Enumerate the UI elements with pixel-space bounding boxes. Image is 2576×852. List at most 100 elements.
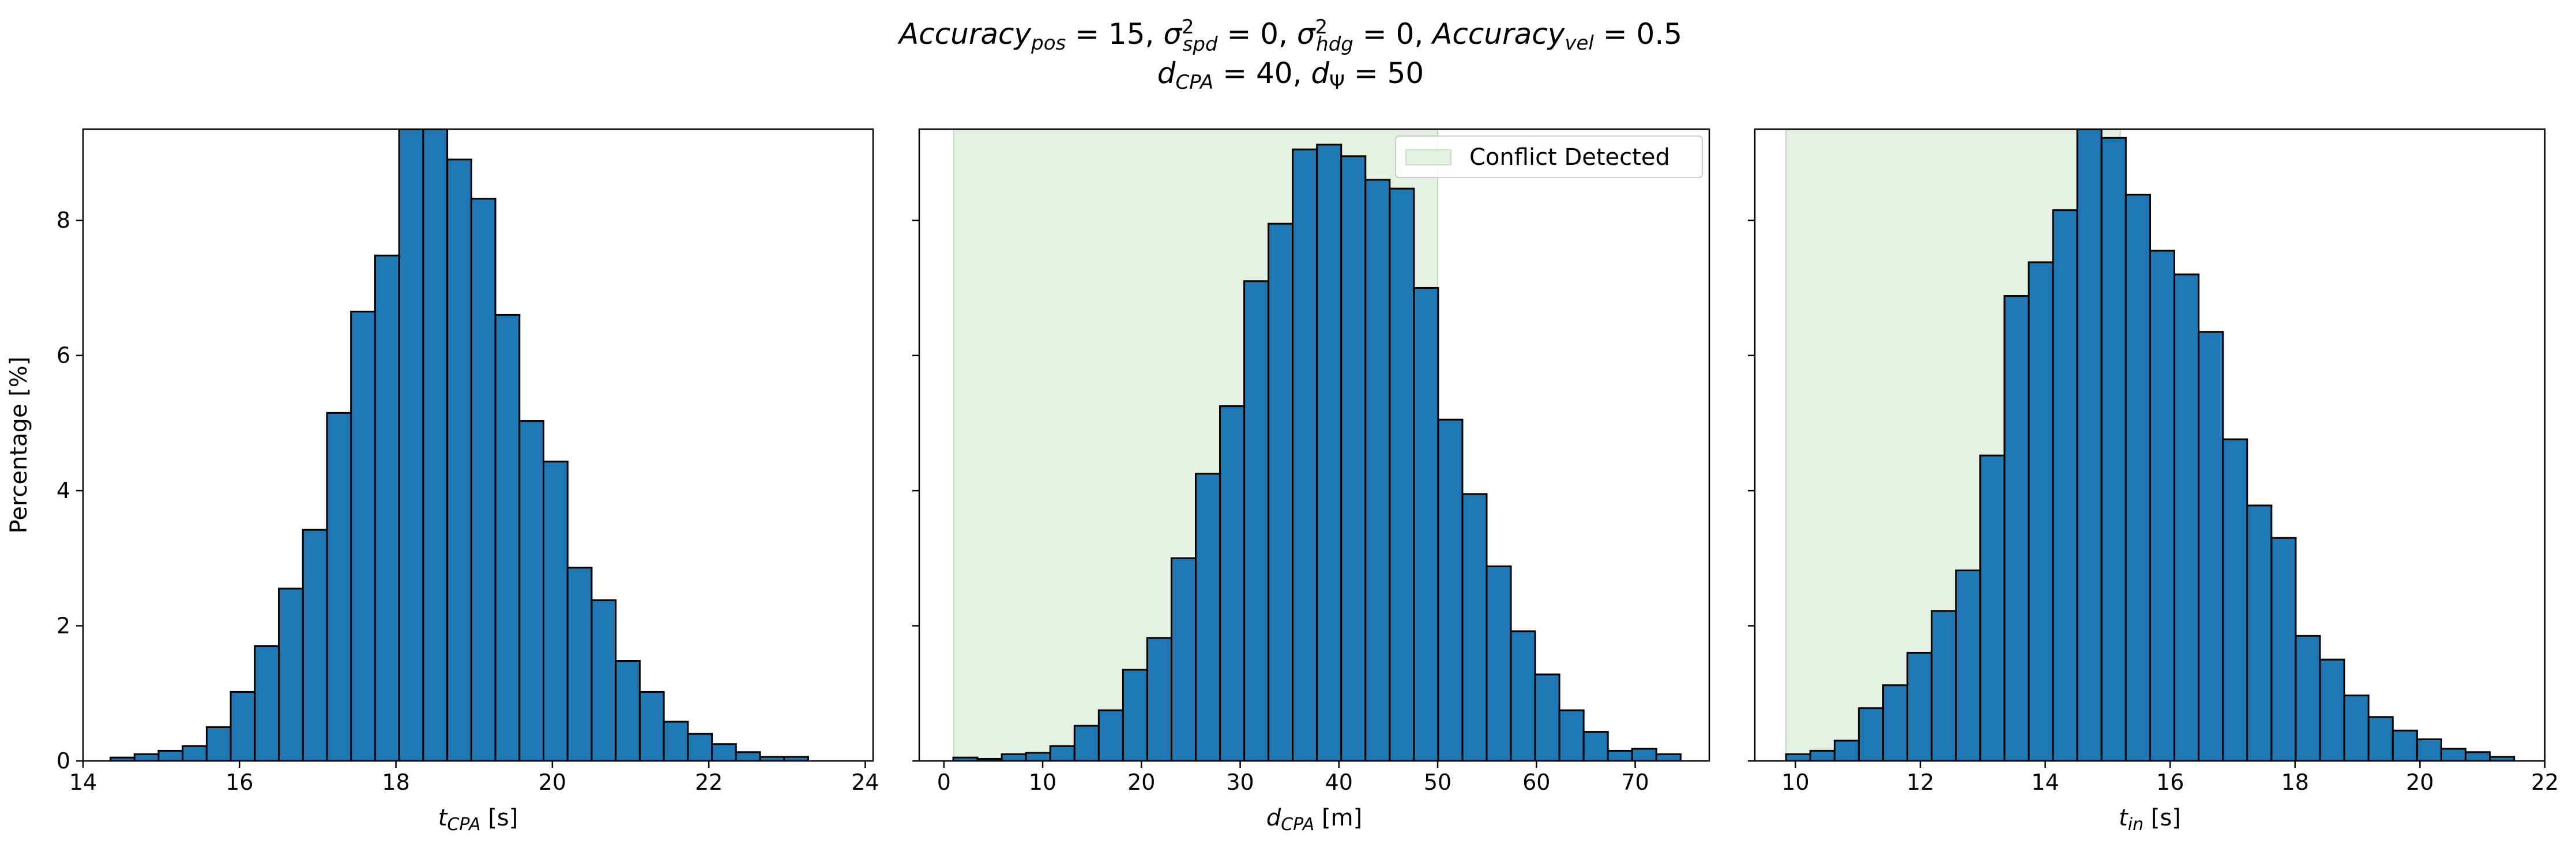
y-tick-label: 6	[57, 343, 70, 368]
histogram-bar	[1316, 144, 1342, 761]
figure-title-line1: Accuracypos = 15, σ2 spd = 0, σ2 hdg = 0, …	[897, 16, 1682, 56]
histogram-bar	[1979, 454, 2006, 761]
axes-frame	[1754, 128, 2546, 762]
histogram-bar	[711, 743, 737, 761]
histogram-bar	[2465, 751, 2491, 761]
histogram-tin-panel: 10 12 14 16 18 20 22 tin [s]	[1748, 128, 2559, 835]
x-tick-label: 0	[937, 770, 951, 795]
histogram-bar	[1534, 673, 1560, 761]
histogram-bar	[1833, 740, 1860, 761]
histogram-bar	[591, 599, 617, 761]
histogram-bar	[133, 753, 160, 761]
histogram-bar	[2028, 261, 2054, 761]
histogram-bar	[1073, 725, 1100, 761]
histogram-bar	[2246, 504, 2273, 761]
x-tick-label: 30	[1226, 770, 1254, 795]
histogram-bar	[2149, 250, 2176, 761]
x-tick-label: 14	[2031, 770, 2059, 795]
histogram-bar	[302, 529, 328, 761]
x-axis-label-tcpa: tCPA [s]	[438, 805, 518, 835]
x-tick-label: 20	[2406, 770, 2434, 795]
histogram-bar	[2343, 694, 2370, 761]
histogram-bar	[687, 733, 713, 761]
histogram-bar	[1243, 280, 1270, 761]
x-tick-label: 10	[1781, 770, 1809, 795]
histogram-bar	[374, 254, 400, 761]
histogram-bar	[2173, 273, 2200, 761]
y-tick-label: 8	[57, 208, 70, 233]
histogram-bar	[446, 159, 472, 761]
histogram-bar	[518, 420, 545, 761]
x-tick-label: 22	[695, 770, 723, 795]
histogram-bar	[1437, 419, 1464, 761]
histogram-bar	[1785, 753, 1811, 761]
histogram-bar	[1809, 749, 1836, 761]
x-tick-label: 50	[1424, 770, 1451, 795]
x-axis-label-dcpa: dCPA [m]	[1266, 805, 1362, 835]
legend-box	[1395, 135, 1703, 178]
axes-frame	[82, 128, 874, 762]
x-tick-label: 22	[2531, 770, 2559, 795]
x-tick-label: 20	[539, 770, 566, 795]
histogram-bar	[1170, 557, 1197, 761]
x-tick-label: 16	[225, 770, 253, 795]
histogram-bar	[2052, 209, 2078, 761]
histogram-bar	[1097, 709, 1124, 761]
histogram-bar	[1340, 155, 1367, 761]
y-axis-label: Percentage [%]	[6, 357, 32, 534]
histogram-dcpa-panel: 0 10 20 30 40 50 60 70 dCPA [m] Conflict Detect…	[912, 128, 1710, 835]
histogram-bar	[2391, 729, 2418, 761]
x-tick-label: 18	[2281, 770, 2309, 795]
histogram-bar	[1882, 684, 1909, 761]
legend-label-conflict-detected: Conflict Detected	[1469, 144, 1670, 171]
histogram-bar	[2003, 295, 2030, 761]
histogram-bar	[1413, 286, 1439, 761]
histogram-bar	[326, 412, 352, 761]
x-tick-label: 10	[1029, 770, 1056, 795]
histogram-bar	[1558, 709, 1585, 761]
histogram-bar	[2367, 716, 2394, 761]
histogram-bar	[1292, 148, 1318, 761]
histogram-bar	[398, 129, 424, 761]
histogram-bar	[1195, 473, 1221, 761]
histogram-bar	[1582, 731, 1609, 761]
x-tick-label: 20	[1127, 770, 1155, 795]
histogram-bar	[1146, 637, 1172, 761]
x-tick-label: 40	[1325, 770, 1353, 795]
histogram-bar	[205, 726, 232, 761]
histogram-bar	[1268, 223, 1294, 761]
legend-swatch-conflict-detected	[1405, 149, 1451, 165]
histogram-bar	[1655, 753, 1682, 761]
histogram-bar	[1389, 187, 1415, 761]
histogram-bar	[2416, 738, 2442, 761]
x-tick-label: 16	[2156, 770, 2184, 795]
histogram-bar	[2440, 748, 2467, 761]
x-tick-label: 14	[69, 770, 97, 795]
histogram-bar	[1001, 753, 1027, 761]
y-tick-label: 2	[57, 613, 70, 639]
y-tick-label: 0	[57, 748, 70, 774]
histogram-bar	[1955, 569, 1981, 761]
legend: Conflict Detected	[1395, 135, 1703, 178]
histogram-bar	[1857, 707, 1884, 761]
histogram-bar	[2076, 129, 2103, 761]
histogram-bar	[470, 198, 497, 761]
histogram-bar	[157, 749, 184, 761]
histogram-bar	[1025, 752, 1051, 761]
x-tick-label: 12	[1906, 770, 1934, 795]
histogram-bar	[1931, 610, 1957, 761]
histogram-bar	[663, 721, 689, 761]
x-tick-label: 70	[1621, 770, 1649, 795]
histogram-bar	[1607, 749, 1633, 761]
histogram-bar	[350, 310, 376, 761]
histogram-bar	[1049, 745, 1075, 761]
histogram-bar	[1364, 179, 1391, 761]
histogram-bar	[1461, 493, 1488, 761]
histogram-bar	[494, 314, 521, 761]
histogram-bar	[1631, 748, 1657, 761]
figure-title-line2: dCPA = 40, dΨ = 50	[1157, 56, 1424, 94]
histogram-bar	[638, 691, 665, 761]
histogram-bar	[254, 645, 280, 761]
